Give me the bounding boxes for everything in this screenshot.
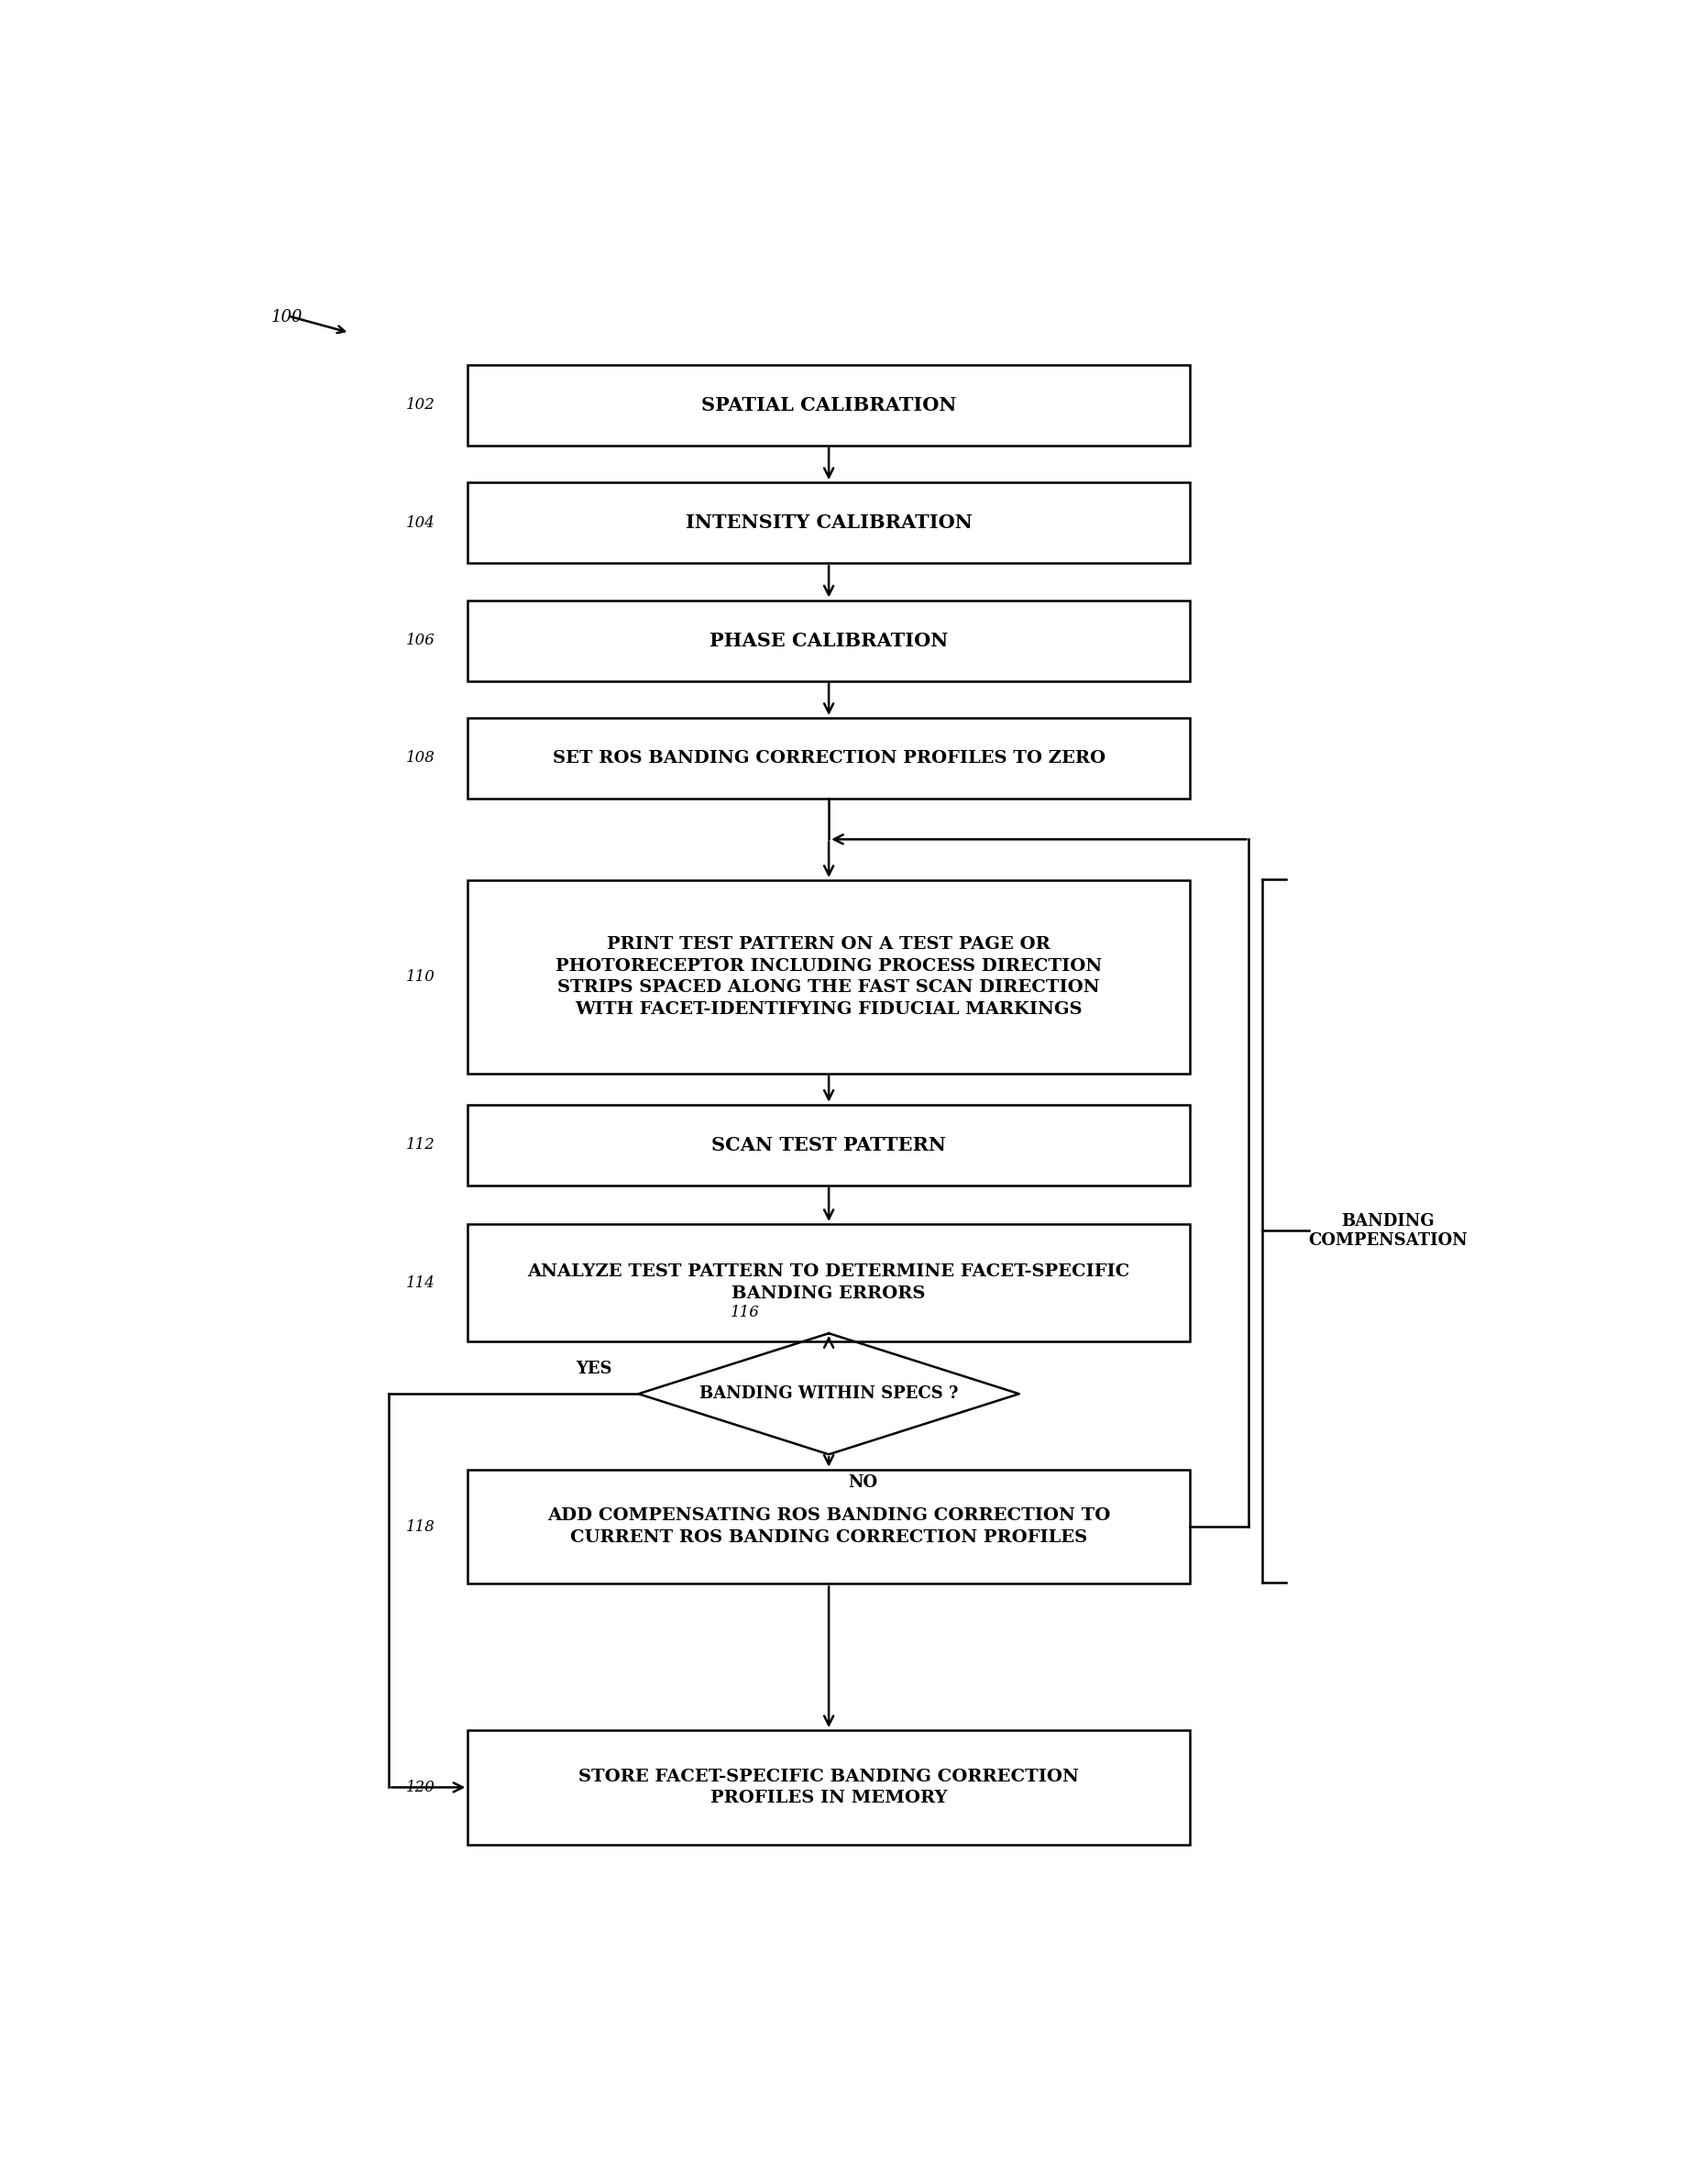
FancyBboxPatch shape	[468, 365, 1189, 446]
Text: ADD COMPENSATING ROS BANDING CORRECTION TO
CURRENT ROS BANDING CORRECTION PROFIL: ADD COMPENSATING ROS BANDING CORRECTION …	[547, 1507, 1110, 1546]
Text: NO: NO	[849, 1474, 877, 1492]
Text: 108: 108	[407, 751, 435, 767]
FancyBboxPatch shape	[468, 880, 1189, 1075]
FancyBboxPatch shape	[468, 1105, 1189, 1186]
Text: 106: 106	[407, 633, 435, 649]
Text: 112: 112	[407, 1138, 435, 1153]
Text: 120: 120	[407, 1780, 435, 1795]
Text: SPATIAL CALIBRATION: SPATIAL CALIBRATION	[701, 395, 957, 415]
Text: 116: 116	[730, 1304, 759, 1319]
Text: ANALYZE TEST PATTERN TO DETERMINE FACET-SPECIFIC
BANDING ERRORS: ANALYZE TEST PATTERN TO DETERMINE FACET-…	[527, 1265, 1130, 1302]
Text: BANDING WITHIN SPECS ?: BANDING WITHIN SPECS ?	[700, 1385, 959, 1402]
FancyBboxPatch shape	[468, 1730, 1189, 1845]
Text: 114: 114	[407, 1275, 435, 1291]
Text: SET ROS BANDING CORRECTION PROFILES TO ZERO: SET ROS BANDING CORRECTION PROFILES TO Z…	[552, 749, 1104, 767]
Text: SCAN TEST PATTERN: SCAN TEST PATTERN	[711, 1136, 947, 1153]
FancyBboxPatch shape	[468, 483, 1189, 563]
FancyBboxPatch shape	[468, 719, 1189, 799]
Text: 104: 104	[407, 515, 435, 531]
FancyBboxPatch shape	[468, 1223, 1189, 1341]
FancyBboxPatch shape	[468, 601, 1189, 681]
Text: PRINT TEST PATTERN ON A TEST PAGE OR
PHOTORECEPTOR INCLUDING PROCESS DIRECTION
S: PRINT TEST PATTERN ON A TEST PAGE OR PHO…	[556, 937, 1103, 1018]
Text: STORE FACET-SPECIFIC BANDING CORRECTION
PROFILES IN MEMORY: STORE FACET-SPECIFIC BANDING CORRECTION …	[579, 1769, 1079, 1806]
Text: PHASE CALIBRATION: PHASE CALIBRATION	[710, 631, 949, 649]
FancyBboxPatch shape	[468, 1470, 1189, 1583]
Text: INTENSITY CALIBRATION: INTENSITY CALIBRATION	[686, 513, 972, 533]
Text: 110: 110	[407, 970, 435, 985]
Text: YES: YES	[576, 1361, 612, 1378]
Text: 102: 102	[407, 397, 435, 413]
Text: 118: 118	[407, 1518, 435, 1535]
Text: 100: 100	[271, 310, 303, 325]
Text: BANDING
COMPENSATION: BANDING COMPENSATION	[1308, 1212, 1467, 1249]
